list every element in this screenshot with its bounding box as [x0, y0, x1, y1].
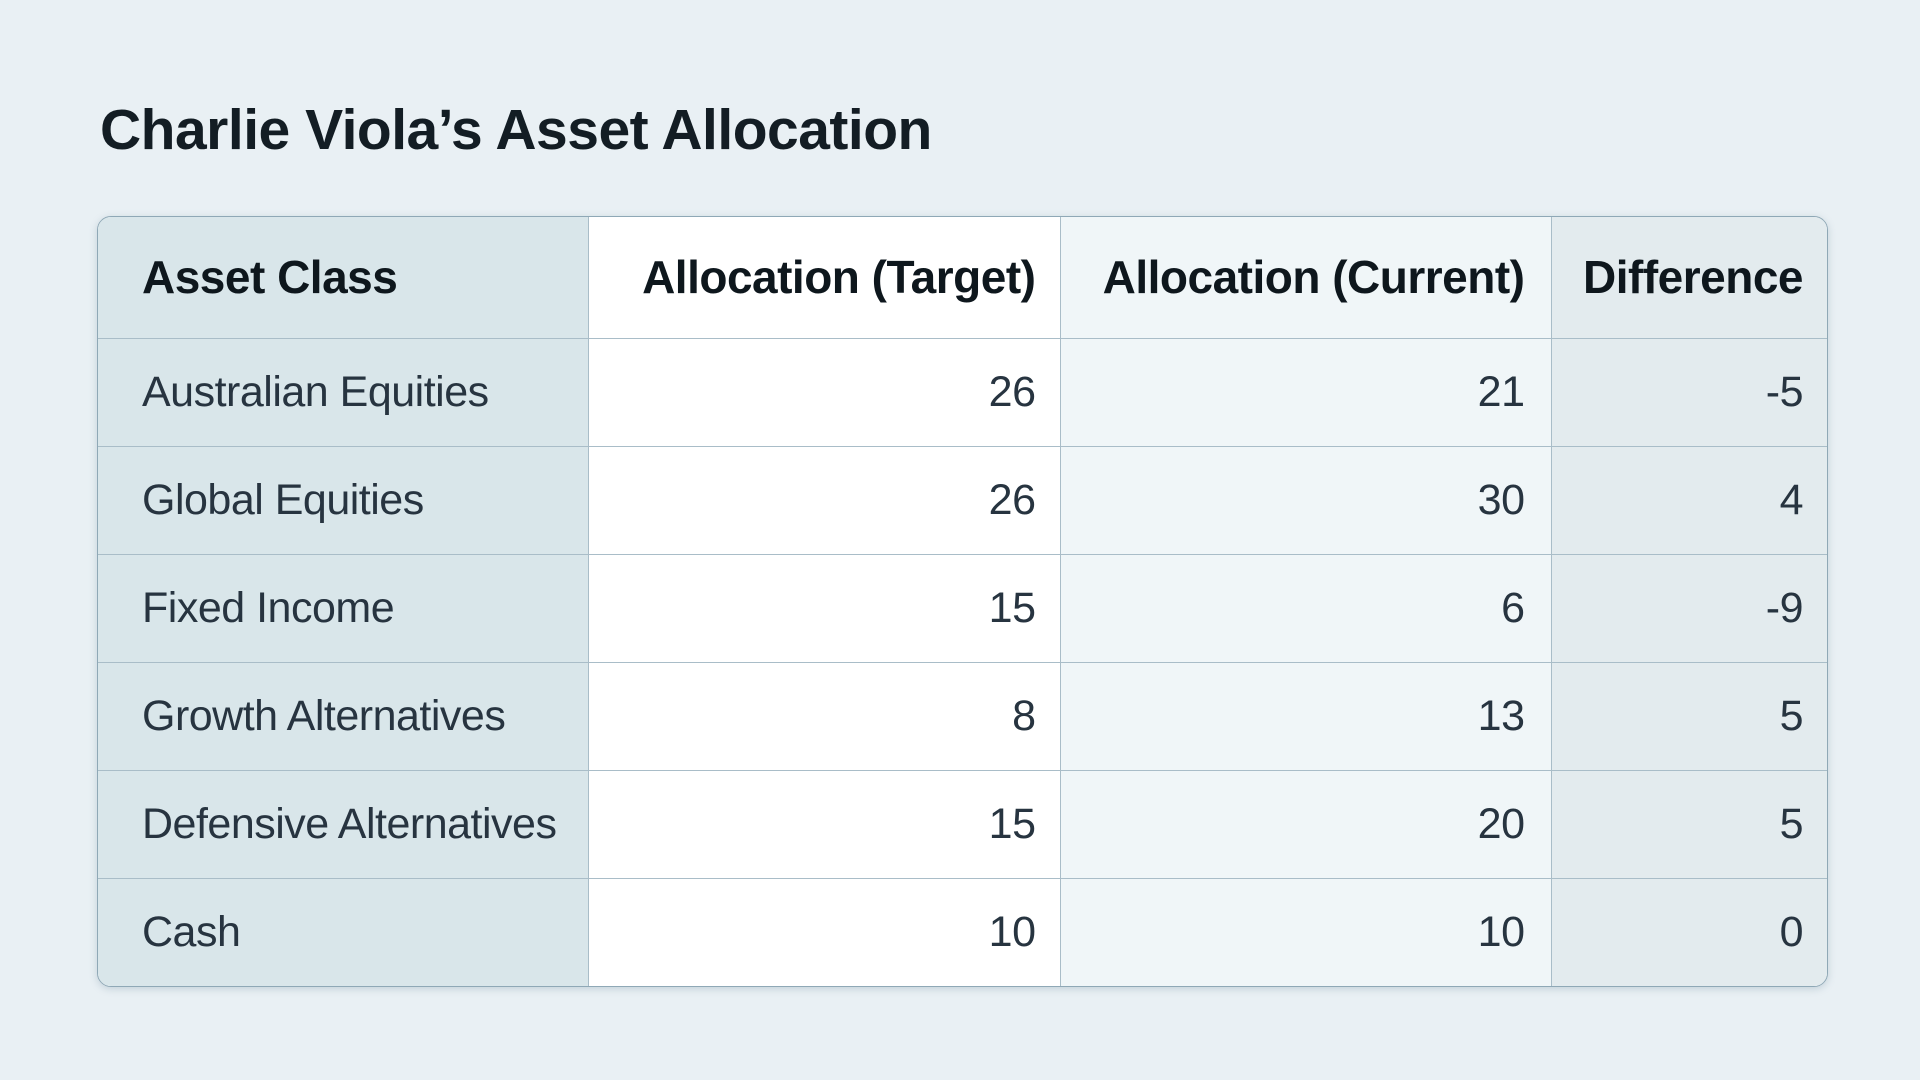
cell-difference: 4 — [1550, 445, 1827, 554]
cell-target: 10 — [587, 877, 1060, 986]
cell-difference: -9 — [1550, 553, 1827, 662]
cell-difference: 5 — [1550, 769, 1827, 878]
page-title: Charlie Viola’s Asset Allocation — [100, 98, 932, 162]
table-row: Fixed Income 15 6 -9 — [98, 553, 1827, 662]
cell-target: 26 — [587, 445, 1060, 554]
cell-asset-class: Growth Alternatives — [98, 661, 588, 770]
cell-difference: -5 — [1550, 337, 1827, 446]
cell-target: 26 — [587, 337, 1060, 446]
cell-target: 8 — [587, 661, 1060, 770]
column-header-difference: Difference — [1550, 217, 1827, 338]
cell-current: 20 — [1059, 769, 1551, 878]
cell-difference: 5 — [1550, 661, 1827, 770]
cell-asset-class: Defensive Alternatives — [98, 769, 588, 878]
cell-asset-class: Cash — [98, 877, 588, 986]
cell-target: 15 — [587, 769, 1060, 878]
column-header-allocation-target: Allocation (Target) — [587, 217, 1060, 338]
cell-current: 13 — [1059, 661, 1551, 770]
column-header-allocation-current: Allocation (Current) — [1059, 217, 1551, 338]
cell-current: 10 — [1059, 877, 1551, 986]
cell-asset-class: Fixed Income — [98, 553, 588, 662]
cell-asset-class: Global Equities — [98, 445, 588, 554]
cell-current: 6 — [1059, 553, 1551, 662]
table-row: Growth Alternatives 8 13 5 — [98, 661, 1827, 770]
cell-target: 15 — [587, 553, 1060, 662]
cell-current: 30 — [1059, 445, 1551, 554]
cell-current: 21 — [1059, 337, 1551, 446]
table-row: Defensive Alternatives 15 20 5 — [98, 769, 1827, 878]
table-header-row: Asset Class Allocation (Target) Allocati… — [98, 217, 1827, 338]
table-row: Australian Equities 26 21 -5 — [98, 337, 1827, 446]
asset-allocation-grid: Asset Class Allocation (Target) Allocati… — [98, 217, 1827, 986]
cell-asset-class: Australian Equities — [98, 337, 588, 446]
asset-allocation-table: Asset Class Allocation (Target) Allocati… — [97, 216, 1828, 987]
cell-difference: 0 — [1550, 877, 1827, 986]
table-row: Cash 10 10 0 — [98, 877, 1827, 986]
column-header-asset-class: Asset Class — [98, 217, 588, 338]
table-row: Global Equities 26 30 4 — [98, 445, 1827, 554]
